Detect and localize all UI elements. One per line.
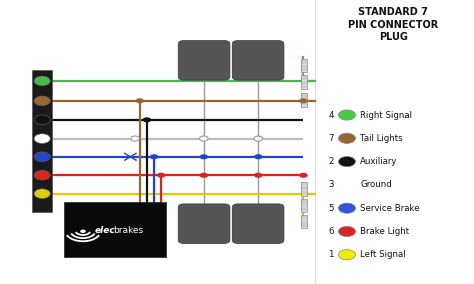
Bar: [301, 59, 307, 72]
Bar: [301, 199, 307, 212]
Circle shape: [34, 96, 50, 106]
Circle shape: [299, 98, 308, 103]
Circle shape: [338, 156, 356, 167]
FancyBboxPatch shape: [178, 41, 230, 80]
Text: 2: 2: [328, 157, 334, 166]
Bar: [32, 70, 52, 212]
Circle shape: [254, 173, 263, 178]
Circle shape: [200, 173, 208, 178]
Text: 1: 1: [328, 250, 334, 259]
Text: Service Brake: Service Brake: [360, 204, 420, 213]
Text: Auxiliary: Auxiliary: [360, 157, 398, 166]
Circle shape: [254, 136, 263, 141]
Circle shape: [34, 76, 50, 86]
FancyBboxPatch shape: [178, 204, 230, 243]
Circle shape: [338, 110, 356, 120]
Circle shape: [143, 117, 151, 122]
Circle shape: [34, 115, 50, 125]
Text: Ground: Ground: [360, 180, 392, 189]
Bar: [301, 93, 307, 106]
Circle shape: [299, 173, 308, 178]
Circle shape: [338, 250, 356, 260]
Bar: [301, 215, 307, 228]
Bar: [301, 75, 307, 89]
Bar: [64, 202, 166, 257]
FancyBboxPatch shape: [232, 41, 284, 80]
Circle shape: [338, 203, 356, 213]
FancyBboxPatch shape: [232, 204, 284, 243]
Text: 7: 7: [328, 134, 334, 143]
Text: elec: elec: [95, 226, 116, 235]
Circle shape: [338, 133, 356, 143]
Text: Right Signal: Right Signal: [360, 110, 412, 120]
Circle shape: [34, 189, 50, 199]
Text: 5: 5: [328, 204, 334, 213]
Text: brakes: brakes: [113, 226, 143, 235]
Bar: [301, 182, 307, 196]
Text: Tail Lights: Tail Lights: [360, 134, 403, 143]
Circle shape: [80, 229, 86, 233]
Circle shape: [254, 154, 263, 159]
Text: 4: 4: [328, 110, 334, 120]
Text: 3: 3: [328, 180, 334, 189]
Text: STANDARD 7
PIN CONNECTOR
PLUG: STANDARD 7 PIN CONNECTOR PLUG: [348, 7, 438, 42]
Circle shape: [34, 134, 50, 143]
Text: 6: 6: [328, 227, 334, 236]
Text: Left Signal: Left Signal: [360, 250, 406, 259]
Circle shape: [34, 170, 50, 180]
Circle shape: [338, 226, 356, 237]
Circle shape: [200, 136, 208, 141]
Circle shape: [136, 98, 144, 103]
Text: Brake Light: Brake Light: [360, 227, 410, 236]
Circle shape: [157, 173, 165, 178]
Circle shape: [34, 152, 50, 162]
Circle shape: [200, 154, 208, 159]
Circle shape: [131, 136, 139, 141]
Circle shape: [150, 154, 158, 159]
